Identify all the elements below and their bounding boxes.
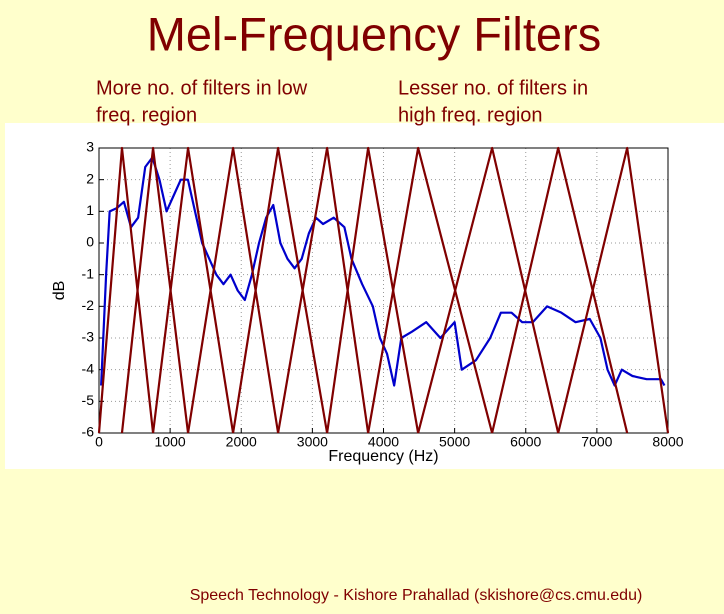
- x-tick-label: 0: [95, 434, 103, 450]
- filter-line: [277, 146, 370, 434]
- filter-line: [557, 146, 670, 434]
- x-tick-label: 7000: [581, 434, 612, 450]
- annotation: freq. region: [96, 104, 197, 126]
- filter-line: [186, 146, 280, 434]
- annotation: More no. of filters in low: [96, 77, 308, 99]
- filter-line: [151, 146, 235, 434]
- filter-line: [417, 146, 560, 434]
- filter-line: [120, 146, 190, 434]
- x-tick-label: 2000: [226, 434, 257, 450]
- plot-frame: [98, 147, 669, 434]
- y-axis-label: dB: [51, 281, 68, 301]
- x-axis-label: Frequency (Hz): [328, 448, 438, 465]
- y-tick-label: 0: [86, 234, 94, 250]
- y-tick-label: -2: [82, 297, 95, 313]
- y-tick-label: 3: [86, 139, 94, 155]
- spectrum-line: [100, 156, 666, 387]
- y-tick-label: -3: [82, 329, 95, 345]
- x-tick-label: 5000: [439, 434, 470, 450]
- y-tick-label: -5: [82, 392, 95, 408]
- filter-line: [97, 146, 155, 434]
- y-tick-label: -1: [82, 265, 95, 281]
- filter-line: [367, 146, 494, 434]
- x-tick-label: 8000: [652, 434, 683, 450]
- annotation: high freq. region: [398, 104, 543, 126]
- annotation: Lesser no. of filters in: [398, 77, 588, 99]
- y-tick-label: -6: [82, 424, 95, 440]
- filter-line: [231, 146, 329, 434]
- x-tick-label: 1000: [155, 434, 186, 450]
- slide-title: Mel-Frequency Filters: [147, 7, 601, 60]
- x-tick-label: 6000: [510, 434, 541, 450]
- y-tick-label: 2: [86, 170, 94, 186]
- x-tick-label: 3000: [297, 434, 328, 450]
- y-tick-label: -4: [82, 360, 95, 376]
- x-tick-label: 4000: [368, 434, 399, 450]
- filter-line: [326, 146, 420, 434]
- footer: Speech Technology - Kishore Prahallad (s…: [190, 587, 643, 604]
- y-tick-label: 1: [86, 202, 94, 218]
- filter-line: [491, 146, 629, 434]
